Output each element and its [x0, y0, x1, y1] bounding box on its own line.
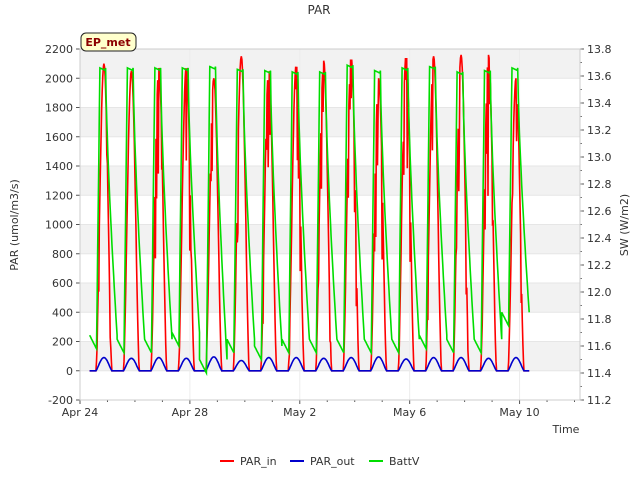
y-tick-label: 1200: [45, 189, 73, 202]
y2-tick-label: 13.4: [587, 97, 612, 110]
legend-label-battv: BattV: [389, 455, 420, 468]
y-tick-label: 2000: [45, 72, 73, 85]
y-tick-label: -200: [48, 394, 73, 407]
y-tick-label: 600: [52, 277, 73, 290]
x-tick-label: May 6: [393, 406, 426, 419]
y2-tick-label: 11.2: [587, 394, 612, 407]
y2-tick-label: 11.8: [587, 313, 612, 326]
y2-axis-label: SW (W/m2): [618, 194, 631, 256]
y-tick-label: 1400: [45, 160, 73, 173]
legend-item-par-in: PAR_in: [220, 455, 277, 468]
series-par-out-line: [89, 356, 530, 372]
x-tick-label: May 2: [283, 406, 316, 419]
y2-tick-label: 11.6: [587, 340, 612, 353]
plot-frame: [79, 48, 581, 401]
y-axis-label: PAR (umol/m3/s): [8, 179, 21, 271]
x-axis-label: Time: [552, 423, 580, 436]
y-tick-label: 800: [52, 248, 73, 261]
y-tick-label: 1000: [45, 219, 73, 232]
y2-tick-label: 12.4: [587, 232, 612, 245]
y2-tick-label: 13.0: [587, 151, 612, 164]
y2-tick-label: 12.0: [587, 286, 612, 299]
y2-tick-label: 13.8: [587, 43, 612, 56]
series-layer: [88, 54, 530, 377]
legend-item-par-out: PAR_out: [290, 455, 355, 468]
y2-tick-label: 12.2: [587, 259, 612, 272]
y-tick-label: 2200: [45, 43, 73, 56]
y2-tick-label: 12.6: [587, 205, 612, 218]
chart-title: PAR: [307, 3, 330, 17]
x-tick-label: Apr 24: [62, 406, 99, 419]
y2-tick-label: 13.6: [587, 70, 612, 83]
grid-band: [80, 49, 580, 79]
series-battv-line: [88, 63, 530, 377]
badge-box: [80, 32, 137, 52]
x-tick-label: May 10: [499, 406, 539, 419]
y-tick-label: 1800: [45, 102, 73, 115]
y2-tick-label: 13.2: [587, 124, 612, 137]
legend-label-par-out: PAR_out: [310, 455, 355, 468]
plot-bands: [80, 49, 580, 371]
y-tick-label: 200: [52, 336, 73, 349]
y-tick-label: 1600: [45, 131, 73, 144]
legend-label-par-in: PAR_in: [240, 455, 277, 468]
grid-band: [80, 107, 580, 137]
legend: PAR_in PAR_out BattV: [220, 455, 420, 468]
y2-tick-label: 11.4: [587, 367, 612, 380]
y-tick-label: 400: [52, 306, 73, 319]
axes: -200 0 200 400 600 800 1000 1200 1400 1600 1800 200…: [45, 43, 612, 419]
badge-label: EP_met: [85, 36, 130, 49]
legend-item-battv: BattV: [369, 455, 420, 468]
x-tick-label: Apr 28: [172, 406, 209, 419]
ep-met-badge: EP_met: [80, 32, 137, 52]
y-tick-label: 0: [66, 365, 73, 378]
y2-tick-label: 12.8: [587, 178, 612, 191]
